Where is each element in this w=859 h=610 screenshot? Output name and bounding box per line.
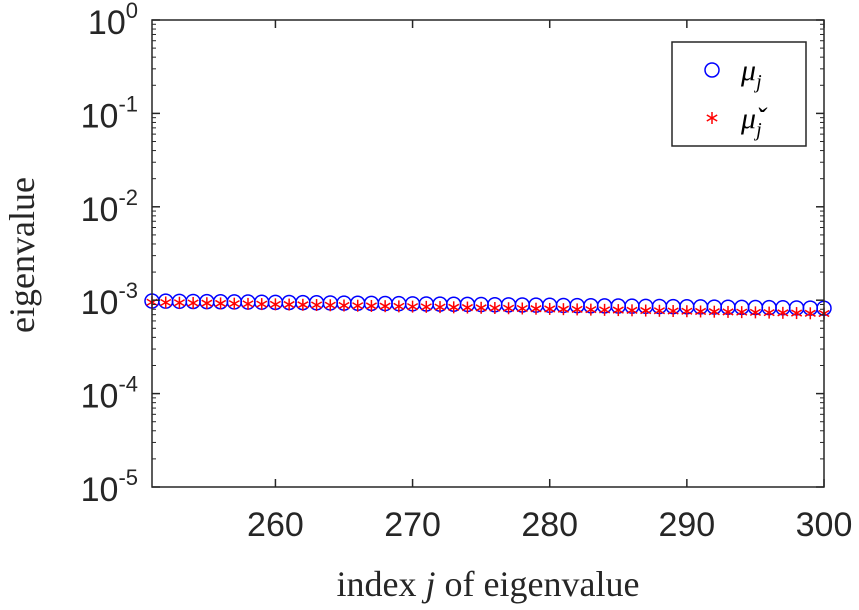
y-tick-label: 10-4 [81,372,138,416]
y-tick-label: 10-3 [81,278,138,322]
mu-check-point [516,302,528,315]
mu-check-point [804,307,816,320]
mu-check-point [653,304,665,317]
mu-check-point [681,305,693,318]
x-tick-label: 260 [247,506,304,544]
mu-check-point [736,306,748,319]
mu-check-point [475,301,487,314]
x-tick-label: 270 [384,506,441,544]
mu-check-point [283,298,295,311]
mu-check-point [434,301,446,314]
mu-check-point [612,304,624,317]
legend-circle-marker [704,62,720,78]
mu-check-point [461,301,473,314]
x-axis-label: index j of eigenvalue [337,564,640,604]
legend-box [671,41,807,147]
mu-check-point [242,297,254,310]
legend: μj μ̌j [671,41,807,147]
mu-check-point [297,298,309,311]
x-tick-label: 290 [658,506,715,544]
mu-check-point [256,298,268,311]
legend-asterisk-shape [706,112,718,124]
mu-check-point [324,299,336,312]
x-tick-label: 300 [796,506,853,544]
mu-check-point [599,303,611,316]
mu-check-point [571,303,583,316]
mu-check-point [640,304,652,317]
mu-check-point [585,303,597,316]
y-tick-label: 100 [88,0,138,42]
y-axis-label: eigenvalue [2,177,42,333]
mu-check-point [708,305,720,318]
mu-check-point [557,303,569,316]
y-axis-ticks: 100 10-1 10-2 10-3 10-4 10-5 [81,0,824,509]
mu-check-point [338,299,350,312]
mu-check-point [777,306,789,319]
mu-check-point [722,305,734,318]
mu-check-point [667,305,679,318]
y-tick-label: 10-1 [81,91,138,135]
mu-check-point [311,299,323,312]
mu-check-point [173,296,185,309]
mu-check-point [448,301,460,314]
mu-check-point [201,297,213,310]
mu-check-point [503,302,515,315]
mu-check-point [626,304,638,317]
plot-frame [151,19,825,488]
y-tick-label: 10-2 [81,185,138,229]
mu-check-point [407,300,419,313]
mu-check-point [695,305,707,318]
mu-check-point [489,302,501,315]
mu-check-point [215,297,227,310]
mu-check-point [365,299,377,312]
mu-check-point [749,306,761,319]
mu-check-point [530,302,542,315]
mu-check-point [420,300,432,313]
y-tick-label: 10-5 [81,465,138,509]
x-axis-ticks: 260 270 280 290 300 [247,20,852,544]
mu-check-point [352,299,364,312]
mu-check-point [763,306,775,319]
mu-check-point [379,300,391,313]
data-marks [144,293,832,320]
mu-check-point [544,302,556,315]
legend-asterisk-marker [706,112,718,124]
legend-label-mu: μj [740,54,762,93]
mu-check-point [160,296,172,309]
mu-check-point [228,297,240,310]
mu-check-point [393,300,405,313]
mu-check-point [791,307,803,320]
mu-check-point [269,298,281,311]
x-tick-label: 280 [521,506,578,544]
mu-check-point [187,296,199,309]
